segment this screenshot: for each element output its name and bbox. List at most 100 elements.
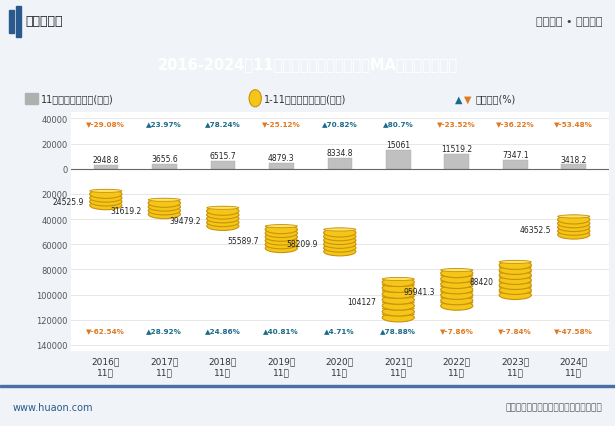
Ellipse shape [499,271,531,274]
Text: 58209.9: 58209.9 [286,240,317,249]
Ellipse shape [558,223,590,232]
Bar [269,163,293,170]
Ellipse shape [441,285,473,294]
Ellipse shape [441,280,473,289]
Ellipse shape [265,229,298,232]
Ellipse shape [382,278,415,281]
Ellipse shape [382,284,415,293]
Ellipse shape [323,233,356,241]
Ellipse shape [499,291,531,294]
Text: ▼: ▼ [464,94,472,104]
Ellipse shape [441,285,473,288]
Ellipse shape [207,210,239,213]
Ellipse shape [441,291,473,299]
Ellipse shape [382,302,415,311]
Ellipse shape [558,223,590,226]
Ellipse shape [207,214,239,217]
Ellipse shape [558,219,590,228]
Text: 2948.8: 2948.8 [93,156,119,165]
Ellipse shape [382,313,415,316]
Ellipse shape [250,92,261,106]
Ellipse shape [148,199,180,208]
Ellipse shape [441,296,473,299]
Ellipse shape [323,236,356,239]
Ellipse shape [323,244,356,253]
Ellipse shape [207,219,239,227]
Text: www.huaon.com: www.huaon.com [12,402,93,412]
Ellipse shape [558,230,590,233]
Ellipse shape [499,286,531,289]
Text: 3418.2: 3418.2 [560,155,587,164]
Ellipse shape [207,207,239,216]
Ellipse shape [323,240,356,249]
Ellipse shape [382,278,415,287]
Ellipse shape [148,206,180,210]
Text: ▼-36.22%: ▼-36.22% [496,121,534,127]
Text: ▲78.24%: ▲78.24% [205,121,240,127]
Text: 11519.2: 11519.2 [441,145,472,154]
Bar [16,7,21,38]
Text: ▲: ▲ [455,94,462,104]
Text: ▼-62.54%: ▼-62.54% [86,328,125,334]
Ellipse shape [499,266,531,269]
Ellipse shape [382,308,415,316]
Bar [0,385,615,387]
Ellipse shape [148,199,180,202]
Ellipse shape [90,198,122,207]
Ellipse shape [558,227,590,236]
Text: ▲78.88%: ▲78.88% [380,328,416,334]
Ellipse shape [265,244,298,253]
Text: 39479.2: 39479.2 [169,216,200,225]
Bar [561,165,586,170]
Ellipse shape [323,228,356,231]
Ellipse shape [499,281,531,290]
Ellipse shape [148,210,180,219]
Ellipse shape [382,290,415,293]
Ellipse shape [265,225,298,228]
Bar [210,161,235,170]
Ellipse shape [323,240,356,243]
Ellipse shape [558,216,590,219]
Text: 同比增长(%): 同比增长(%) [475,94,515,104]
Text: 8334.8: 8334.8 [327,149,353,158]
Text: 4879.3: 4879.3 [268,153,295,162]
Ellipse shape [499,261,531,270]
Ellipse shape [558,216,590,225]
Ellipse shape [499,286,531,295]
Ellipse shape [265,233,298,242]
Ellipse shape [499,261,531,264]
Ellipse shape [207,222,239,231]
Ellipse shape [382,295,415,299]
Ellipse shape [382,307,415,310]
Ellipse shape [323,248,356,256]
Ellipse shape [265,233,298,236]
Bar [445,155,469,170]
Text: 7347.1: 7347.1 [502,150,528,159]
Ellipse shape [441,269,473,272]
Text: 11月期货成交金额(亿元): 11月期货成交金额(亿元) [41,94,114,104]
Ellipse shape [441,302,473,305]
Ellipse shape [265,240,298,243]
Text: 2016-2024年11月郑州商品交易所甲醇（MA）期货成交金额: 2016-2024年11月郑州商品交易所甲醇（MA）期货成交金额 [157,58,458,72]
Text: 专业严谨 • 客观科学: 专业严谨 • 客观科学 [536,17,603,26]
Ellipse shape [382,296,415,305]
Text: ▲24.86%: ▲24.86% [205,328,240,334]
Ellipse shape [207,211,239,219]
Ellipse shape [558,231,590,239]
Ellipse shape [265,240,298,249]
Bar [328,159,352,170]
Ellipse shape [441,291,473,294]
Ellipse shape [90,194,122,203]
Ellipse shape [558,219,590,222]
Text: 华经情报网: 华经情报网 [26,15,63,28]
Text: ▲80.7%: ▲80.7% [383,121,414,127]
Ellipse shape [499,266,531,275]
Text: 数据来源：证监局、华经产业研究院整理: 数据来源：证监局、华经产业研究院整理 [506,402,603,412]
Ellipse shape [323,243,356,247]
Ellipse shape [265,244,298,247]
Ellipse shape [499,276,531,285]
Ellipse shape [499,291,531,300]
Ellipse shape [441,280,473,283]
Text: 55589.7: 55589.7 [228,236,259,245]
Text: 31619.2: 31619.2 [111,207,142,216]
